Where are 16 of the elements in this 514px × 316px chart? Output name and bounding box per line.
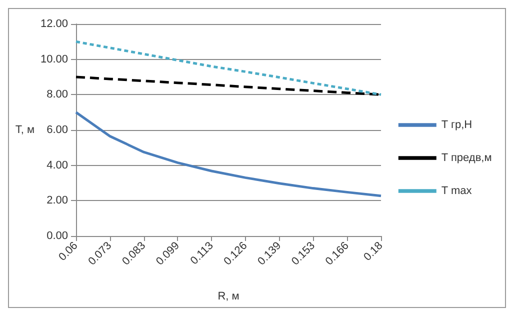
y-tick-label: 12.00 — [40, 18, 68, 30]
legend-label: T гр,Н — [441, 119, 472, 131]
line-series — [74, 40, 382, 96]
legend-label: T max — [441, 185, 472, 197]
x-axis-title: R, м — [218, 290, 240, 302]
line-series — [74, 111, 382, 198]
y-tick-label: 0.00 — [46, 230, 68, 242]
y-tick-label: 2.00 — [46, 194, 68, 207]
y-tick-label: 6.00 — [46, 124, 68, 136]
y-axis-title: T, м — [15, 124, 35, 136]
x-tick-label: 0.06 — [56, 240, 80, 264]
legend-label: T предв,м — [441, 152, 492, 164]
y-tick-label: 8.00 — [46, 88, 68, 101]
y-tick-label: 4.00 — [46, 159, 68, 172]
y-tick-label: 10.00 — [40, 53, 68, 66]
x-tick-label: 0.18 — [362, 240, 386, 264]
